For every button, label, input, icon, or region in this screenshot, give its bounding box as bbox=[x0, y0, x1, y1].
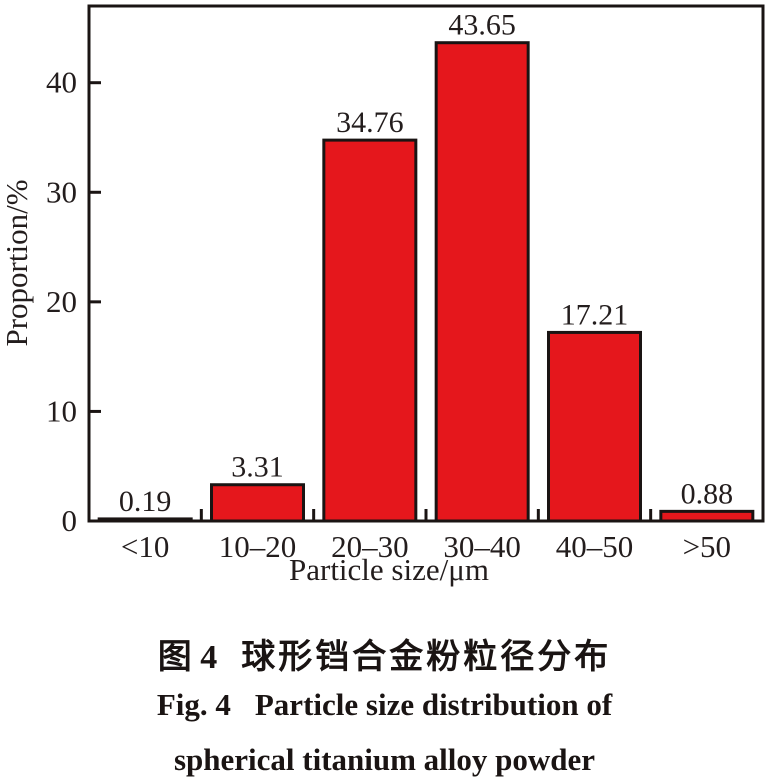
bar-value-label: 3.31 bbox=[231, 451, 284, 484]
x-axis-title: Particle size/μm bbox=[289, 552, 489, 587]
bar bbox=[434, 41, 530, 523]
x-tick-label: 40–50 bbox=[556, 529, 634, 564]
caption-en-text1: Particle size distribution of bbox=[254, 687, 613, 722]
bar bbox=[322, 138, 418, 523]
y-tick-label: 20 bbox=[46, 284, 77, 319]
plot-border bbox=[87, 4, 765, 523]
x-tick-label: 10–20 bbox=[219, 529, 297, 564]
bar bbox=[547, 330, 642, 523]
y-tick-label: 0 bbox=[62, 503, 78, 538]
caption-zh: 图 4 球形铛合金粉粒径分布 bbox=[0, 629, 769, 678]
x-tick-label: <10 bbox=[121, 529, 169, 564]
y-tick-label: 30 bbox=[46, 174, 77, 209]
caption-en-line2: spherical titanium alloy powder bbox=[0, 742, 769, 777]
bar-value-label: 34.76 bbox=[336, 106, 404, 139]
y-tick-label: 10 bbox=[46, 393, 77, 428]
y-axis-title: Proportion/% bbox=[0, 179, 34, 346]
x-tick-label: >50 bbox=[683, 529, 731, 564]
bar-chart-svg: 0 10 20 30 40 <10 0.19 10–20 3.31 20–30 34.76 30–40… bbox=[0, 4, 765, 587]
bar bbox=[210, 483, 305, 523]
caption-zh-text: 球形铛合金粉粒径分布 bbox=[241, 639, 612, 676]
y-tick-label: 40 bbox=[46, 65, 77, 100]
bar-value-label: 0.88 bbox=[681, 477, 734, 510]
bar-value-label: 0.19 bbox=[119, 485, 172, 518]
caption-en-text2: spherical titanium alloy powder bbox=[173, 742, 596, 777]
x-tick-label: 30–40 bbox=[443, 529, 521, 564]
bar-value-label: 43.65 bbox=[448, 9, 516, 42]
caption-en-line1: Fig. 4 Particle size distribution of bbox=[0, 687, 769, 723]
caption-zh-label: 图 4 bbox=[157, 639, 218, 676]
bar-value-label: 17.21 bbox=[561, 298, 629, 331]
x-tick-label: 20–30 bbox=[331, 529, 409, 564]
caption-en-label: Fig. 4 bbox=[156, 687, 231, 722]
